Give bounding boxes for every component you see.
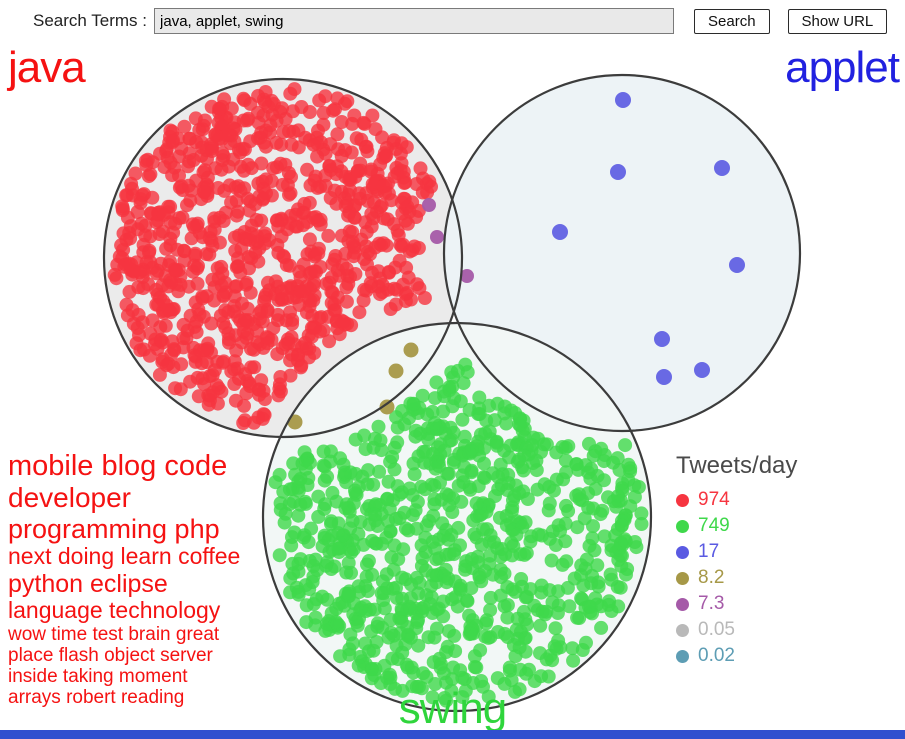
wordcloud-line: developer [8, 482, 131, 514]
wordcloud-line: arrays robert reading [8, 687, 185, 709]
legend-dot-icon [676, 493, 689, 507]
legend-dot-icon [676, 649, 689, 663]
legend-value: 7.3 [698, 593, 725, 614]
legend-dot-icon [676, 623, 689, 637]
wordcloud-line: programming php [8, 513, 220, 544]
legend-value: 974 [698, 489, 730, 510]
tweets-per-day-legend: Tweets/day 974 749 17 8.2 7.3 0.05 0.02 [676, 452, 797, 669]
legend-value: 0.05 [698, 619, 735, 640]
legend-item: 749 [676, 513, 797, 539]
legend-value: 0.02 [698, 645, 735, 666]
word-cloud: mobile blog code developer programming p… [8, 450, 308, 709]
applet-dots [552, 92, 745, 385]
search-terms-label: Search Terms : [33, 11, 148, 30]
legend-dot-icon [676, 597, 689, 611]
wordcloud-line: inside taking moment [8, 666, 188, 688]
legend-value: 749 [698, 515, 730, 536]
venn-dense-dots-java [107, 82, 438, 430]
java-swing-dots [287, 342, 419, 430]
legend-value: 8.2 [698, 567, 725, 588]
footer-bar [0, 730, 905, 739]
legend-item: 17 [676, 539, 797, 565]
legend-item: 0.02 [676, 643, 797, 669]
venn-label-applet: applet [785, 43, 900, 92]
wordcloud-line: place flash object server [8, 644, 213, 666]
legend-title: Tweets/day [676, 452, 798, 479]
legend-item: 974 [676, 487, 797, 513]
show-url-button[interactable]: Show URL [787, 8, 888, 34]
legend-item: 0.05 [676, 617, 797, 643]
venn-label-java: java [8, 43, 86, 92]
legend-value: 17 [698, 541, 720, 562]
java-applet-dots [422, 198, 474, 283]
wordcloud-line: python eclipse [8, 569, 168, 598]
venn-dense-dots-swing [268, 357, 649, 708]
search-input[interactable] [154, 8, 675, 34]
venn-label-swing: swing [398, 684, 508, 733]
legend-item: 7.3 [676, 591, 797, 617]
wordcloud-line: mobile blog code [8, 450, 228, 482]
legend-dot-icon [676, 571, 689, 585]
legend-dot-icon [676, 519, 689, 533]
legend-item: 8.2 [676, 565, 797, 591]
wordcloud-line: wow time test brain great [8, 623, 220, 645]
search-button[interactable]: Search [694, 8, 770, 34]
wordcloud-line: next doing learn coffee [8, 543, 241, 570]
legend-dot-icon [676, 545, 689, 559]
wordcloud-line: language technology [8, 596, 221, 623]
search-toolbar: Search Terms : Search Show URL [0, 0, 905, 42]
